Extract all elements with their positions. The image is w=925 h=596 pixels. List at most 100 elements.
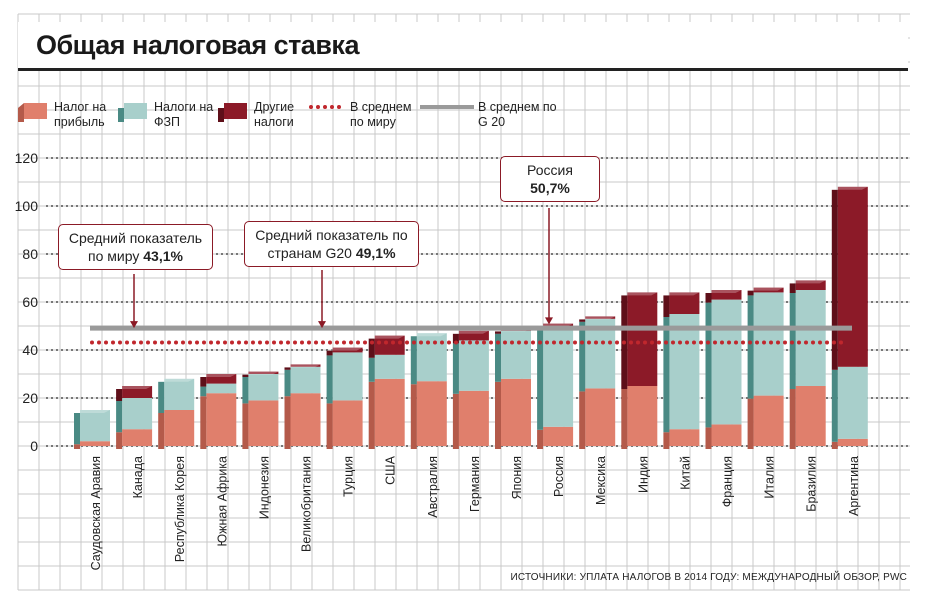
x-tick-label: Южная Африка <box>215 456 229 547</box>
bar-side <box>200 377 207 387</box>
bar-top <box>158 378 195 382</box>
world-average-dot <box>377 340 381 345</box>
bar-segment <box>248 371 279 374</box>
bar-segment <box>374 378 405 446</box>
bar-segment <box>332 352 363 401</box>
bar-segment <box>795 280 826 290</box>
bar-segment <box>501 330 531 379</box>
bar-side <box>495 333 501 382</box>
world-average-dot <box>643 340 647 345</box>
x-tick-label: Германия <box>468 456 482 512</box>
world-average-dot <box>755 340 759 345</box>
bar-segment <box>122 398 153 430</box>
bar-segment <box>458 330 489 341</box>
world-average-dot <box>496 340 500 345</box>
legend-swatch-other <box>218 103 247 122</box>
x-tick-label: Россия <box>552 456 566 497</box>
bar-segment <box>416 381 447 446</box>
world-average-dot <box>384 340 388 345</box>
world-average-dot <box>139 340 143 345</box>
world-average-dot <box>615 340 619 345</box>
bar-segment <box>711 299 742 425</box>
world-average-dot <box>734 340 738 345</box>
y-tick-label: 120 <box>15 150 39 166</box>
bar-side <box>410 336 417 385</box>
world-average-dot <box>650 340 654 345</box>
bar-side <box>116 389 123 401</box>
legend-item-profit: Налог на прибыль <box>18 100 116 130</box>
bar-segment <box>290 366 321 394</box>
bar-side <box>663 317 670 433</box>
world-average-dot <box>398 340 402 345</box>
bar-side <box>368 357 375 382</box>
x-tick-label: Бразилия <box>805 456 819 512</box>
world-average-dot <box>118 340 122 345</box>
world-average-dot <box>538 340 542 345</box>
g20-callout-arrow-head <box>318 321 326 329</box>
y-tick-label: 40 <box>22 342 38 358</box>
world-average-dot <box>202 340 206 345</box>
x-tick-label: Аргентина <box>847 456 861 516</box>
world-average-dot <box>552 340 556 345</box>
world-average-dot <box>272 340 276 345</box>
world-average-dot <box>601 340 605 345</box>
bar-segment <box>501 378 531 446</box>
x-tick-label: США <box>384 455 398 484</box>
world-average-dot <box>426 340 430 345</box>
y-tick-label: 0 <box>30 438 38 454</box>
bar-side <box>705 427 712 449</box>
chart-title-bar: Общая налоговая ставка <box>18 22 908 71</box>
bar-side <box>242 374 249 377</box>
bar-segment <box>837 186 868 367</box>
source-note: ИСТОЧНИКИ: УПЛАТА НАЛОГОВ В 2014 ГОДУ: М… <box>510 572 907 583</box>
world-average-dot <box>104 340 108 345</box>
bar-segment <box>206 383 237 394</box>
bar-segment <box>837 366 868 439</box>
y-tick-label: 100 <box>15 198 39 214</box>
world-average-dot <box>363 340 367 345</box>
bar-side <box>368 381 375 449</box>
bar-side <box>326 350 333 356</box>
bar-top <box>326 347 363 351</box>
bar-segment <box>669 292 700 314</box>
legend-item-world-avg: В среднем по миру <box>308 100 420 130</box>
world-average-dot <box>440 340 444 345</box>
legend-label-other: Другие налоги <box>254 100 295 129</box>
bar-side <box>663 432 670 449</box>
x-tick-label: Индия <box>636 456 650 493</box>
bar-top <box>200 374 237 377</box>
world-average-dot <box>167 340 171 345</box>
world-average-dot <box>342 340 346 345</box>
legend-label-fzp: Налоги на ФЗП <box>154 100 214 129</box>
bar-segment <box>206 393 237 446</box>
bar-segment <box>416 333 447 382</box>
world-average-dot <box>251 340 255 345</box>
bar-top <box>452 330 489 334</box>
y-tick-label: 20 <box>22 390 38 406</box>
world-average-dot <box>405 340 409 345</box>
world-average-dot <box>699 340 703 345</box>
world-average-dot <box>223 340 227 345</box>
world-average-dot <box>391 340 395 345</box>
x-tick-label: Франция <box>721 456 735 507</box>
bar-segment <box>290 393 321 446</box>
legend-swatch-fzp <box>118 103 147 122</box>
world-average-dot <box>657 340 661 345</box>
bar-side <box>284 396 291 449</box>
bar-side <box>200 396 207 449</box>
world-average-dot <box>664 340 668 345</box>
world-average-dot <box>349 340 353 345</box>
bar-top <box>831 186 868 190</box>
bar-side <box>452 333 459 344</box>
callout-russia-text: Россия <box>527 162 573 178</box>
world-average-dot <box>741 340 745 345</box>
bar-side <box>831 189 838 370</box>
world-average-dot <box>370 340 374 345</box>
world-average-dot <box>608 340 612 345</box>
callout-g20-value: 49,1% <box>355 245 396 261</box>
bar-segment <box>837 438 868 446</box>
bar-side <box>579 319 586 322</box>
world-average-dot <box>720 340 724 345</box>
bar-top <box>789 280 826 284</box>
